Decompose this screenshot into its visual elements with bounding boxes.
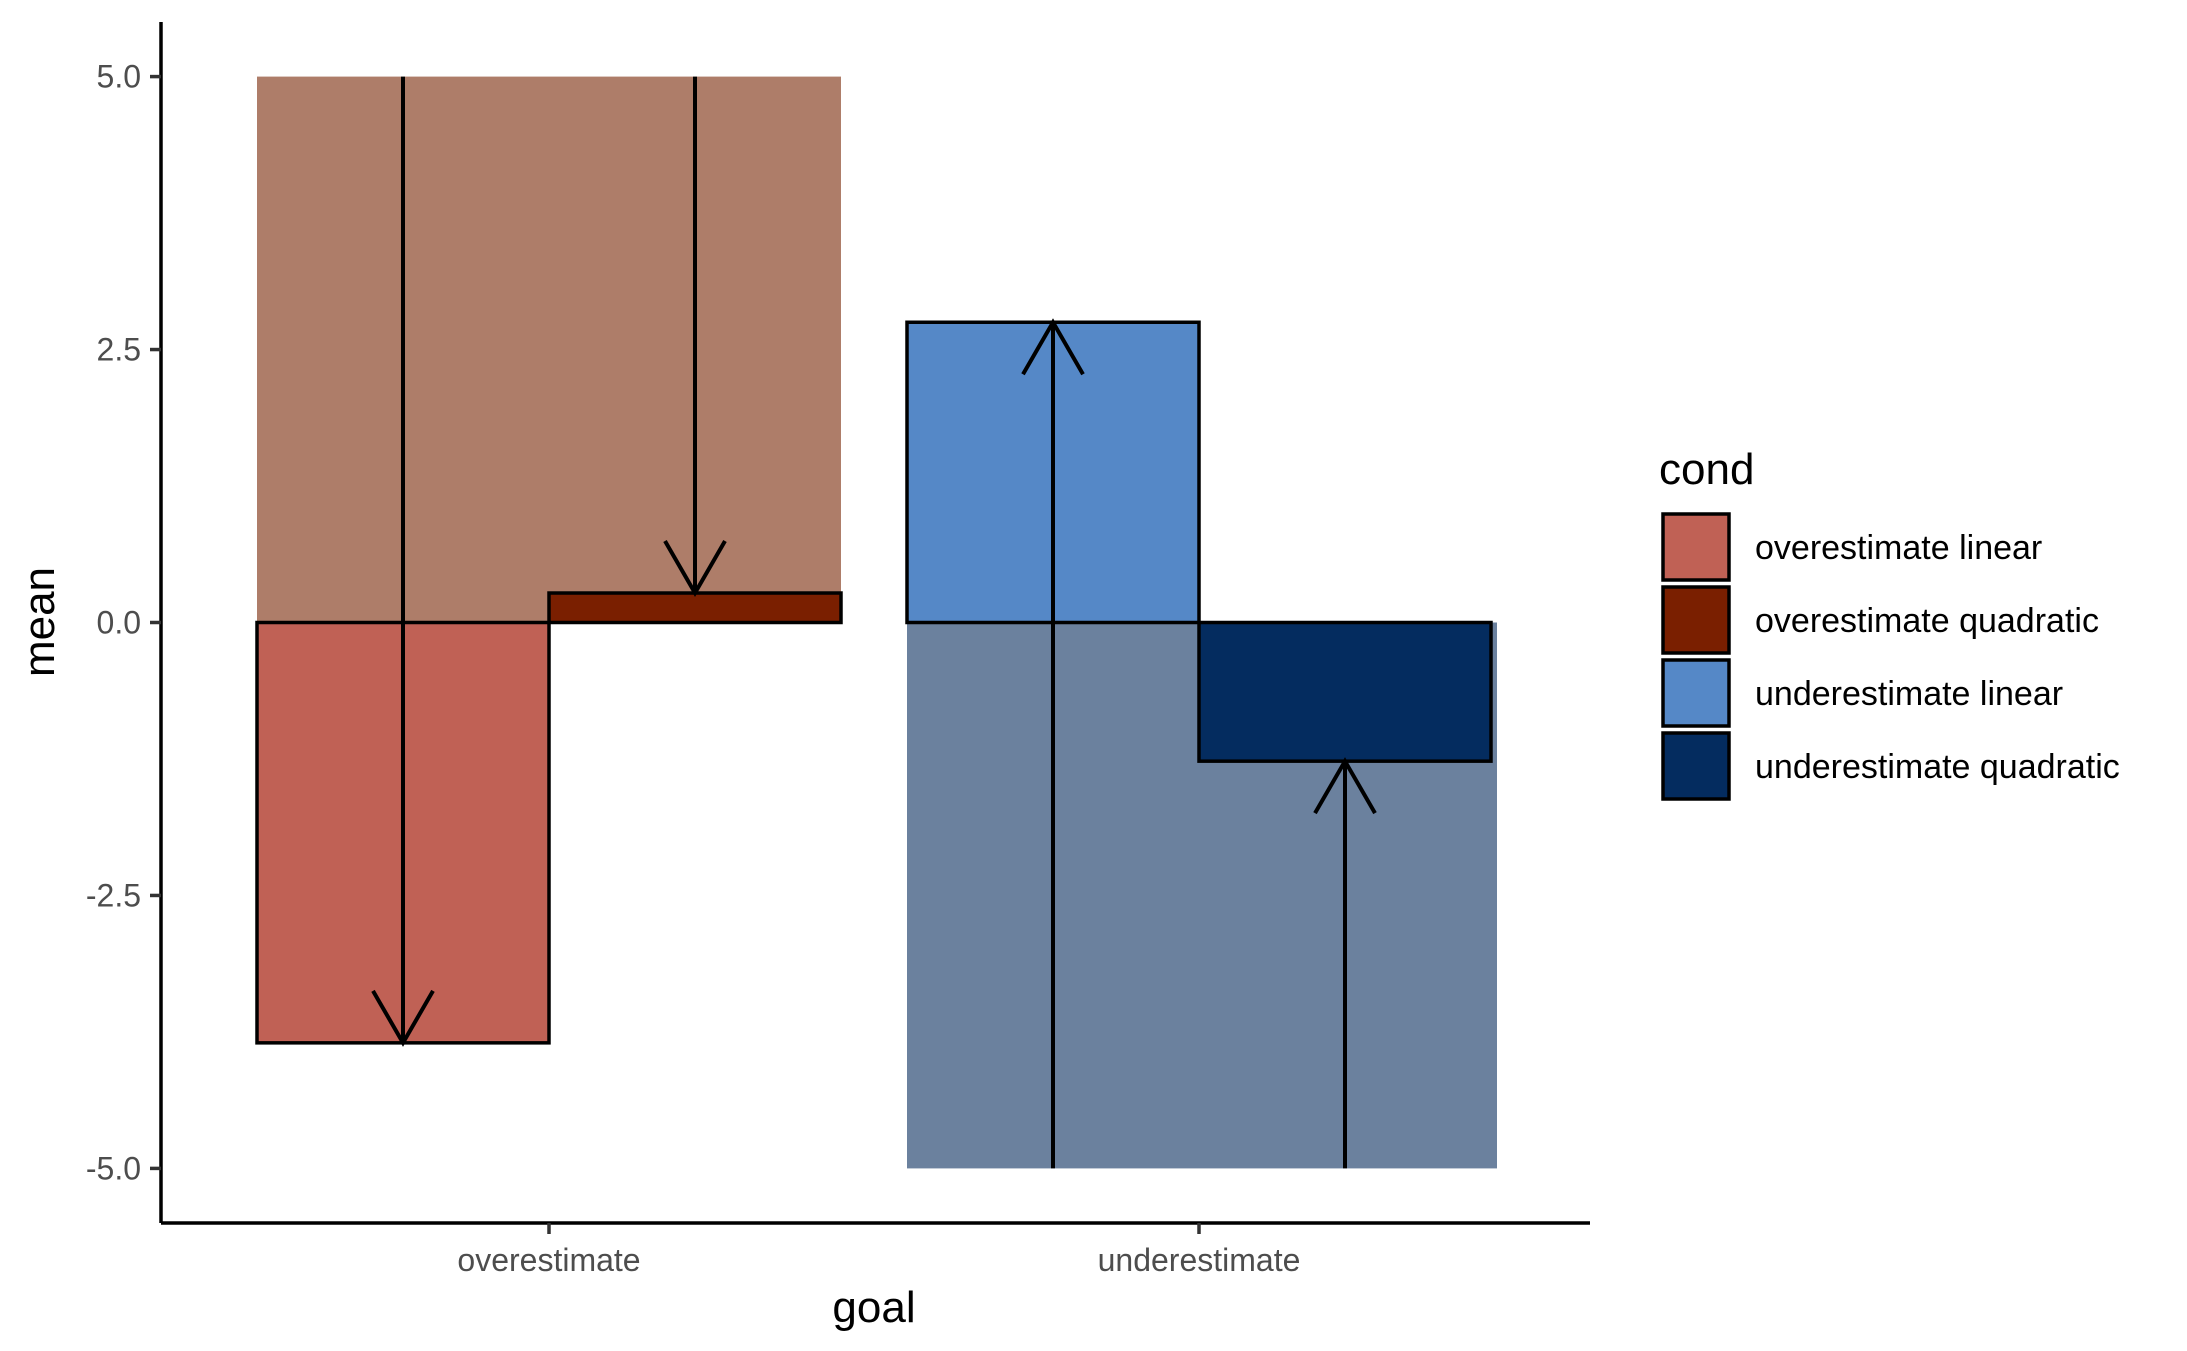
bar-underestimate-quadratic [1197, 620, 1493, 763]
band-overestimate [257, 76, 841, 623]
legend-item-overestimate-quadratic: overestimate quadratic [1661, 585, 2099, 655]
arrows [371, 76, 1377, 1169]
legend-title: cond [1659, 445, 1754, 494]
arrow-underestimate-linear [1021, 318, 1085, 1169]
y-ticks: 5.0 2.5 0.0 -2.5 -5.0 [86, 59, 161, 1186]
y-tick-label: 2.5 [97, 332, 141, 368]
legend-label: overestimate linear [1755, 529, 2042, 567]
arrow-overestimate-linear [371, 76, 435, 1047]
legend-key [1661, 658, 1731, 728]
arrow-overestimate-quadratic [663, 76, 727, 598]
y-tick-label: 5.0 [97, 59, 141, 95]
bar-overestimate-quadratic [547, 591, 843, 625]
x-ticks: overestimate underestimate [457, 1223, 1300, 1278]
y-tick-label: -2.5 [86, 877, 141, 913]
legend-item-underestimate-quadratic: underestimate quadratic [1661, 731, 2120, 801]
legend-key [1661, 585, 1731, 655]
x-tick-label: overestimate [457, 1242, 640, 1278]
x-axis-title: goal [832, 1283, 915, 1332]
legend: cond overestimate linear overestimate qua… [1659, 445, 2120, 801]
x-tick-label: underestimate [1098, 1242, 1301, 1278]
legend-item-underestimate-linear: underestimate linear [1661, 658, 2063, 728]
arrow-underestimate-quadratic [1313, 757, 1377, 1169]
legend-label: overestimate quadratic [1755, 602, 2099, 640]
legend-key [1661, 512, 1731, 582]
legend-key [1661, 731, 1731, 801]
legend-label: underestimate linear [1755, 675, 2063, 713]
legend-label: underestimate quadratic [1755, 748, 2120, 786]
y-axis-title: mean [15, 567, 64, 677]
y-tick-label: -5.0 [86, 1150, 141, 1186]
y-tick-label: 0.0 [97, 605, 141, 641]
legend-item-overestimate-linear: overestimate linear [1661, 512, 2042, 582]
